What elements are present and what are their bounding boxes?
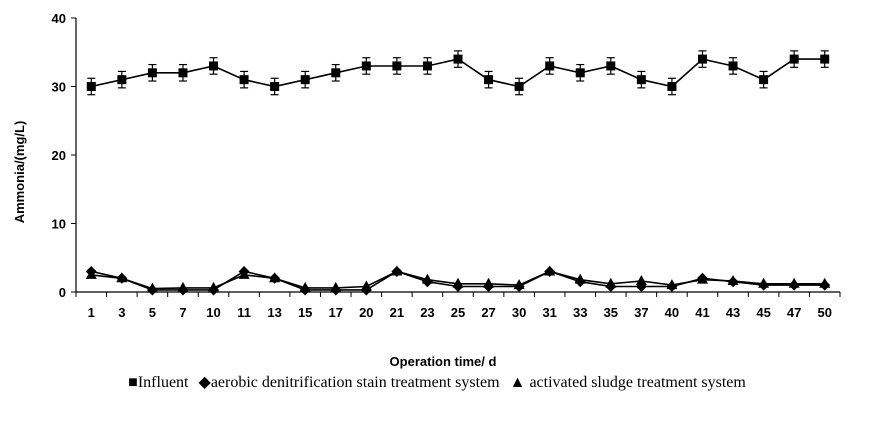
point-triangle — [421, 273, 433, 284]
point-square — [728, 61, 738, 71]
legend-item-influent: ■Influent — [128, 374, 188, 392]
x-tick-label: 37 — [634, 305, 648, 320]
point-triangle — [819, 277, 831, 288]
point-triangle — [177, 281, 189, 292]
x-tick-label: 27 — [481, 305, 495, 320]
legend-diamond-icon: ◆ — [198, 374, 211, 391]
x-tick-label: 35 — [604, 305, 618, 320]
x-tick-label: 41 — [695, 305, 709, 320]
x-tick-label: 21 — [390, 305, 404, 320]
y-tick-label: 10 — [52, 217, 66, 232]
point-square — [575, 68, 585, 78]
legend-label-influent: Influent — [137, 374, 189, 391]
point-square — [239, 75, 249, 85]
point-square — [209, 61, 219, 71]
point-triangle — [391, 265, 403, 276]
point-triangle — [788, 277, 800, 288]
x-tick-label: 20 — [359, 305, 373, 320]
point-square — [86, 82, 96, 91]
point-square — [667, 82, 677, 91]
point-triangle — [666, 279, 678, 290]
point-triangle — [85, 268, 97, 279]
y-tick-label: 20 — [52, 148, 66, 163]
legend-square-icon: ■ — [128, 374, 138, 391]
point-square — [820, 54, 830, 64]
point-triangle — [758, 277, 770, 288]
legend-label-activated: activated sludge treatment system — [529, 374, 746, 391]
point-triangle — [208, 281, 220, 292]
point-triangle — [238, 268, 250, 279]
x-tick-label: 31 — [542, 305, 556, 320]
x-tick-label: 33 — [573, 305, 587, 320]
point-triangle — [574, 273, 586, 284]
x-tick-label: 40 — [665, 305, 679, 320]
point-square — [759, 75, 769, 85]
point-square — [484, 75, 494, 85]
point-square — [331, 68, 341, 78]
legend-item-activated: ▲ activated sludge treatment system — [510, 374, 746, 392]
legend-triangle-icon: ▲ — [509, 374, 526, 391]
point-square — [117, 75, 127, 85]
point-square — [453, 54, 463, 64]
x-tick-label: 17 — [329, 305, 343, 320]
point-square — [514, 82, 524, 91]
x-tick-label: 30 — [512, 305, 526, 320]
point-triangle — [360, 280, 372, 291]
point-square — [147, 68, 157, 78]
x-tick-label: 13 — [267, 305, 281, 320]
point-triangle — [544, 265, 556, 276]
legend: ■Influent ◆aerobic denitrification stain… — [0, 372, 880, 392]
x-tick-label: 43 — [726, 305, 740, 320]
point-square — [361, 61, 371, 71]
point-triangle — [605, 277, 617, 288]
y-tick-label: 30 — [52, 80, 66, 95]
x-tick-label: 5 — [149, 305, 156, 320]
x-tick-label: 11 — [237, 305, 251, 320]
point-triangle — [299, 281, 311, 292]
point-triangle — [452, 277, 464, 288]
point-triangle — [146, 282, 158, 293]
x-tick-label: 10 — [206, 305, 220, 320]
point-square — [606, 61, 616, 71]
point-square — [270, 82, 280, 91]
y-tick-label: 0 — [59, 285, 66, 300]
point-triangle — [696, 273, 708, 284]
point-triangle — [635, 275, 647, 286]
point-triangle — [269, 272, 281, 283]
point-square — [789, 54, 799, 64]
y-axis-label: Ammonia/(mg/L) — [12, 121, 27, 224]
x-tick-label: 3 — [118, 305, 125, 320]
point-square — [392, 61, 402, 71]
x-tick-label: 7 — [179, 305, 186, 320]
point-square — [422, 61, 432, 71]
x-tick-label: 50 — [817, 305, 831, 320]
point-triangle — [727, 275, 739, 286]
point-triangle — [330, 281, 342, 292]
point-square — [178, 68, 188, 78]
point-triangle — [513, 279, 525, 290]
point-square — [636, 75, 646, 85]
point-triangle — [483, 277, 495, 288]
legend-item-aerobic: ◆aerobic denitrification stain treatment… — [199, 372, 500, 392]
point-square — [545, 61, 555, 71]
x-tick-label: 1 — [88, 305, 95, 320]
x-tick-label: 25 — [451, 305, 465, 320]
point-triangle — [116, 272, 128, 283]
x-tick-label: 15 — [298, 305, 312, 320]
point-square — [697, 54, 707, 64]
x-tick-label: 23 — [420, 305, 434, 320]
x-tick-label: 45 — [756, 305, 770, 320]
x-axis-label: Operation time/ d — [390, 354, 497, 369]
x-tick-label: 47 — [787, 305, 801, 320]
legend-label-aerobic: aerobic denitrification stain treatment … — [210, 374, 500, 391]
point-square — [300, 75, 310, 85]
y-tick-label: 40 — [52, 11, 66, 26]
